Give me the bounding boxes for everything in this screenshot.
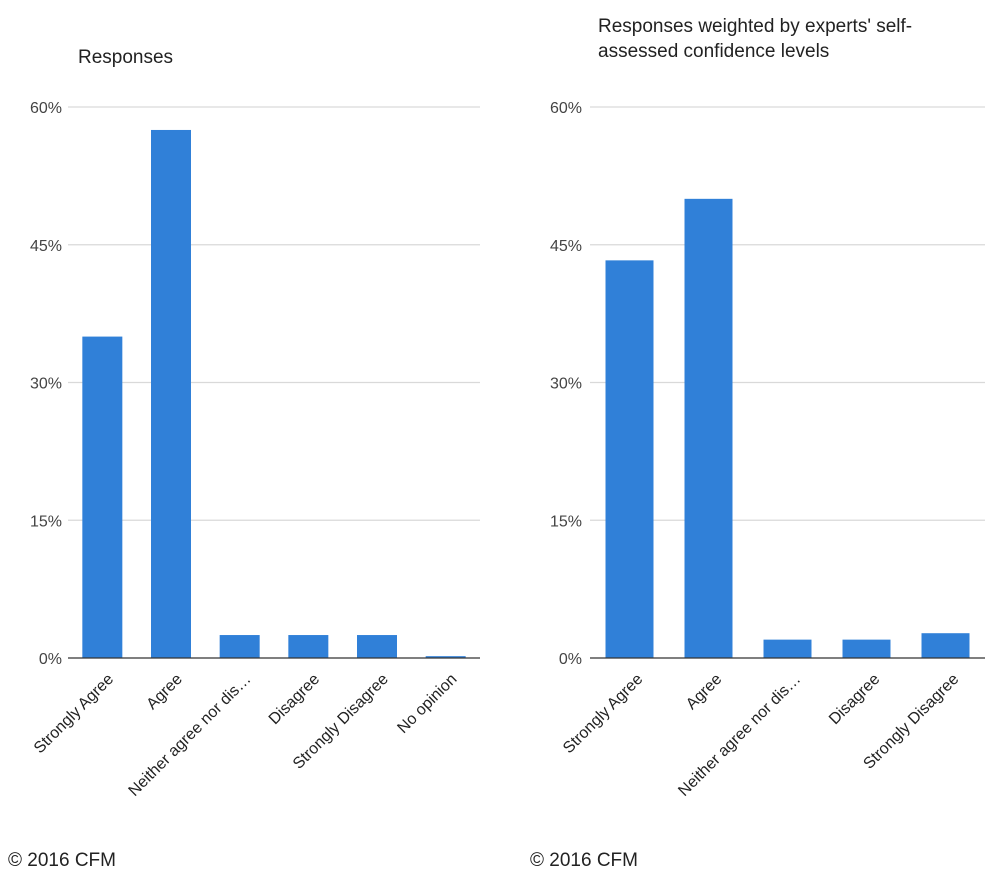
y-tick-label: 30% xyxy=(550,376,582,393)
y-tick-label: 60% xyxy=(550,100,582,117)
copyright-footer: © 2016 CFM xyxy=(530,850,638,871)
bar xyxy=(288,635,329,658)
weighted-responses-chart: Responses weighted by experts' self-asse… xyxy=(530,16,985,871)
bar xyxy=(357,635,397,658)
y-tick-label: 0% xyxy=(39,651,62,668)
bar xyxy=(842,639,891,658)
y-tick-label: 30% xyxy=(30,376,62,393)
bar xyxy=(151,129,191,659)
bar xyxy=(219,635,260,658)
bar xyxy=(605,260,654,658)
x-category-label: Disagree xyxy=(266,671,323,728)
bar xyxy=(425,656,466,658)
x-category-label: No opinion xyxy=(394,671,460,737)
y-tick-label: 45% xyxy=(550,238,582,255)
x-category-label: Strongly Agree xyxy=(560,671,646,757)
y-tick-label: 60% xyxy=(30,100,62,117)
bar xyxy=(82,336,123,658)
x-category-label: Strongly Agree xyxy=(31,671,117,757)
chart-title-line: Responses xyxy=(78,47,173,68)
x-category-label: Agree xyxy=(683,671,725,713)
y-tick-label: 15% xyxy=(550,513,582,530)
y-tick-label: 15% xyxy=(30,513,62,530)
responses-chart: Responses 0% 15% 30% 45% 60% Strongly Agree Agr… xyxy=(8,47,480,871)
x-category-label: Agree xyxy=(144,671,186,713)
y-tick-label: 45% xyxy=(30,238,62,255)
x-category-label: Neither agree nor dis… xyxy=(126,671,255,800)
chart-title-line: Responses weighted by experts' self- xyxy=(598,16,912,37)
bar xyxy=(684,198,733,659)
y-tick-label: 0% xyxy=(559,651,582,668)
chart-title-line: assessed confidence levels xyxy=(598,41,829,62)
copyright-footer: © 2016 CFM xyxy=(8,850,116,871)
bar xyxy=(763,639,812,658)
x-category-label: Disagree xyxy=(826,671,883,728)
bar xyxy=(921,633,970,658)
